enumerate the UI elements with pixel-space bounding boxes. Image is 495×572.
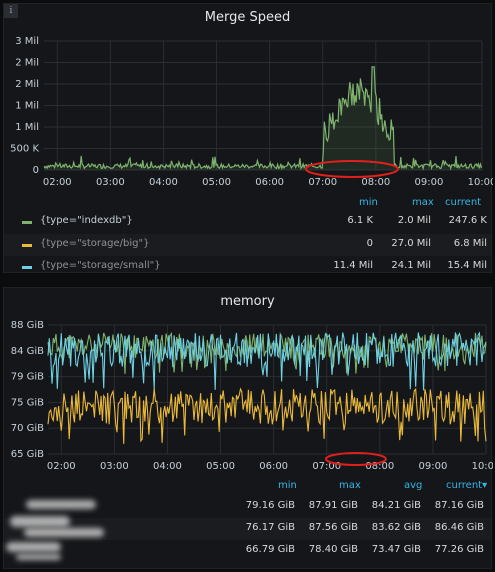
x-tick-label: 07:00 (308, 177, 337, 188)
legend-header-min[interactable]: min (359, 197, 378, 208)
merge-legend: min max current {type="indexdb"} 6.1 K 2… (4, 197, 491, 272)
legend-swatch (22, 221, 32, 224)
legend-min: 76.17 GiB (245, 522, 295, 533)
legend-current: 87.16 GiB (434, 500, 484, 511)
x-tick-label: 06:00 (259, 461, 288, 472)
legend-swatch (22, 244, 32, 247)
redacted-label (16, 554, 61, 560)
x-tick-label: 05:00 (202, 177, 231, 188)
x-tick-label: 02:00 (47, 461, 76, 472)
legend-max: 24.1 Mil (391, 260, 431, 271)
y-tick-label: 75 GiB (11, 397, 44, 408)
legend-header-max[interactable]: max (412, 197, 434, 208)
info-icon[interactable]: i (4, 4, 18, 18)
legend-min: 6.1 K (347, 215, 373, 226)
memory-series-line (47, 387, 487, 444)
legend-series-name[interactable]: {type="storage/big"} (40, 238, 150, 249)
legend-header-current[interactable]: current▾ (446, 480, 487, 491)
legend-header-avg[interactable]: avg (404, 480, 423, 491)
x-tick-label: 10:00 (472, 461, 493, 472)
legend-min: 66.79 GiB (245, 544, 295, 555)
legend-min: 0 (366, 238, 373, 249)
legend-avg: 73.47 GiB (371, 544, 421, 555)
memory-panel: memory 65 GiB 70 GiB 75 GiB 79 GiB 84 GiB 88 … (3, 287, 493, 569)
legend-header-current-label[interactable]: current (446, 480, 483, 491)
y-tick-label: 0 (33, 165, 39, 176)
x-tick-label: 08:00 (365, 461, 394, 472)
y-tick-label: 84 GiB (11, 346, 44, 357)
memory-legend-row-2[interactable]: 76.17 GiB 87.56 GiB 83.62 GiB 86.46 GiB (4, 518, 491, 540)
legend-max: 27.0 Mil (391, 238, 431, 249)
y-tick-label: 3 Mil (15, 36, 39, 47)
legend-avg: 84.21 GiB (371, 500, 421, 511)
memory-chart: 65 GiB 70 GiB 75 GiB 79 GiB 84 GiB 88 GiB 02:0… (11, 320, 493, 472)
legend-series-name[interactable]: {type="storage/small"} (40, 260, 161, 271)
merge-speed-panel: i Merge Speed 0 500 K 1 Mil 1 Mil 2 Mil 2 Mil… (3, 3, 493, 273)
y-tick-label: 65 GiB (11, 449, 44, 460)
legend-max: 78.40 GiB (308, 544, 358, 555)
x-tick-label: 06:00 (255, 177, 284, 188)
legend-max: 87.56 GiB (308, 522, 358, 533)
y-tick-label: 2 Mil (15, 58, 39, 69)
x-tick-label: 07:00 (312, 461, 341, 472)
legend-avg: 83.62 GiB (371, 522, 421, 533)
y-tick-label: 1 Mil (15, 101, 39, 112)
legend-min: 79.16 GiB (245, 500, 295, 511)
legend-header-min[interactable]: min (278, 480, 297, 491)
legend-swatch (22, 266, 32, 269)
legend-series-name[interactable]: {type="indexdb"} (40, 215, 133, 226)
legend-row-indexdb[interactable]: {type="indexdb"} 6.1 K 2.0 Mil 247.6 K (4, 211, 491, 233)
legend-current: 15.4 Mil (447, 260, 487, 271)
legend-row-storage-small[interactable]: {type="storage/small"} 11.4 Mil 24.1 Mil… (4, 256, 491, 278)
y-tick-label: 70 GiB (11, 423, 44, 434)
highlight-ellipse (324, 452, 387, 466)
x-tick-label: 03:00 (100, 461, 129, 472)
memory-legend-row-1[interactable]: 79.16 GiB 87.91 GiB 84.21 GiB 87.16 GiB (4, 496, 491, 518)
redacted-label (6, 542, 61, 552)
legend-row-storage-big[interactable]: {type="storage/big"} 0 27.0 Mil 6.8 Mil (4, 234, 491, 256)
legend-header-max[interactable]: max (339, 480, 361, 491)
sort-desc-icon: ▾ (482, 480, 488, 491)
x-tick-label: 08:00 (361, 177, 390, 188)
memory-series-line (47, 331, 487, 391)
redacted-label (24, 528, 104, 537)
x-tick-label: 04:00 (153, 461, 182, 472)
y-tick-label: 2 Mil (15, 79, 39, 90)
legend-min: 11.4 Mil (333, 260, 373, 271)
legend-current: 86.46 GiB (434, 522, 484, 533)
y-tick-label: 88 GiB (11, 320, 44, 331)
series-indexdb-line (43, 66, 483, 171)
legend-max: 87.91 GiB (308, 500, 358, 511)
y-tick-label: 79 GiB (11, 372, 44, 383)
memory-title[interactable]: memory (220, 294, 275, 309)
redacted-label (26, 500, 96, 509)
redacted-label (10, 516, 70, 527)
highlight-ellipse (304, 160, 399, 178)
x-tick-label: 09:00 (418, 461, 447, 472)
memory-legend: min max avg current▾ 79.16 GiB 87.91 GiB… (4, 480, 491, 568)
x-tick-label: 09:00 (414, 177, 443, 188)
legend-max: 2.0 Mil (397, 215, 431, 226)
x-tick-label: 05:00 (206, 461, 235, 472)
series-indexdb-area (44, 66, 482, 170)
legend-current: 6.8 Mil (453, 238, 487, 249)
memory-legend-row-3[interactable]: 66.79 GiB 78.40 GiB 73.47 GiB 77.26 GiB (4, 540, 491, 562)
legend-current: 247.6 K (448, 215, 487, 226)
legend-header-current[interactable]: current (445, 197, 482, 208)
x-tick-label: 10:00 (468, 177, 493, 188)
x-tick-label: 03:00 (96, 177, 125, 188)
x-tick-label: 04:00 (149, 177, 178, 188)
y-tick-label: 500 K (10, 144, 39, 155)
legend-current: 77.26 GiB (434, 544, 484, 555)
x-tick-label: 02:00 (43, 177, 72, 188)
y-tick-label: 1 Mil (15, 122, 39, 133)
merge-speed-title[interactable]: Merge Speed (204, 10, 291, 25)
merge-speed-chart: 0 500 K 1 Mil 1 Mil 2 Mil 2 Mil 3 Mil 02:00 03:0… (10, 36, 493, 188)
